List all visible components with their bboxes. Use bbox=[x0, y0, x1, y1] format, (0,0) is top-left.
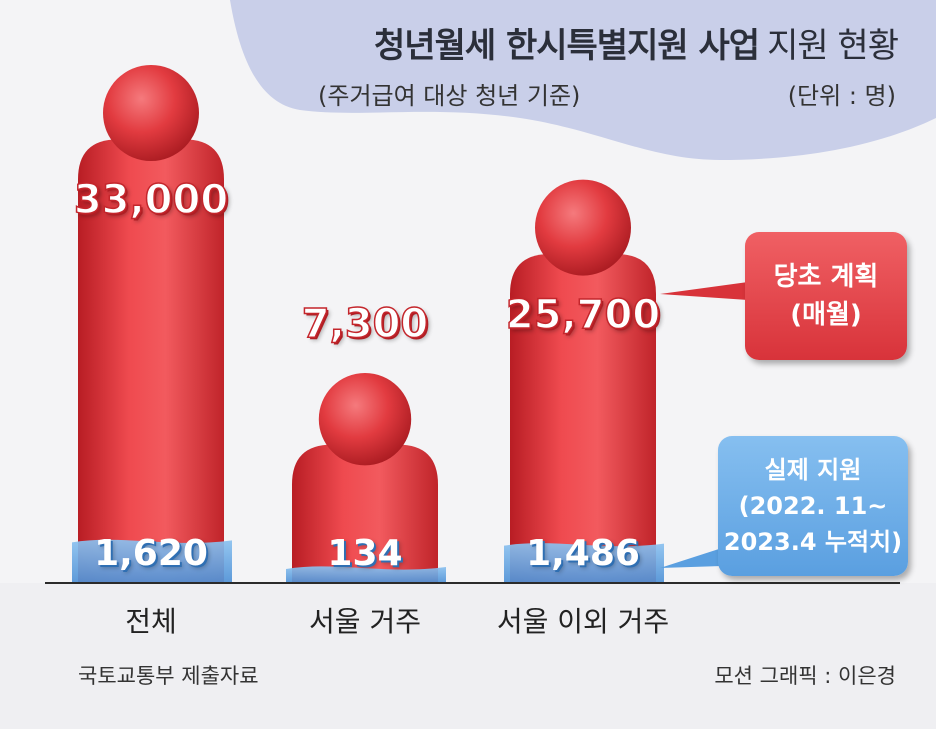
callout-pointer-actual bbox=[660, 548, 722, 568]
plan-legend-line2: (매월) bbox=[790, 300, 862, 330]
plan-bar-head bbox=[318, 373, 412, 466]
actual-bar bbox=[286, 566, 446, 583]
actual-value-label: 1,486 bbox=[526, 533, 640, 574]
plan-bar-body bbox=[78, 139, 224, 583]
actual-bar bbox=[72, 539, 232, 583]
plan-value-label: 7,300 bbox=[301, 300, 429, 348]
category-label: 서울 이외 거주 bbox=[496, 605, 670, 638]
unit-label: (단위 : 명) bbox=[787, 82, 896, 110]
callout-pointer-plan bbox=[660, 282, 748, 300]
graphic-credit: 모션 그래픽 : 이은경 bbox=[714, 664, 896, 688]
actual-value-label: 134 bbox=[327, 533, 403, 574]
title-bold: 청년월세 한시특별지원 사업 bbox=[374, 26, 760, 66]
actual-value-label: 1,620 bbox=[94, 533, 208, 574]
plan-legend-callout: 당초 계획 (매월) bbox=[745, 232, 907, 360]
source-note: 국토교통부 제출자료 bbox=[78, 664, 259, 688]
plan-legend-line1: 당초 계획 bbox=[773, 262, 879, 292]
category-label: 서울 거주 bbox=[309, 605, 421, 638]
plan-bar-body bbox=[510, 253, 656, 583]
plan-value-label: 25,700 bbox=[505, 291, 661, 339]
category-label: 전체 bbox=[125, 605, 177, 638]
title-light: 지원 현황 bbox=[767, 26, 899, 66]
plan-bar-head bbox=[103, 65, 199, 161]
actual-legend-line1: 실제 지원 bbox=[764, 456, 862, 484]
header-wave bbox=[230, 0, 936, 160]
chart-title: 청년월세 한시특별지원 사업 지원 현황 bbox=[374, 18, 899, 67]
actual-legend-callout: 실제 지원 (2022. 11~ 2023.4 누적치) bbox=[718, 436, 908, 576]
plan-bar-head bbox=[535, 179, 631, 276]
actual-legend-line3: 2023.4 누적치) bbox=[723, 528, 903, 556]
floor bbox=[0, 583, 936, 729]
actual-legend-line2: (2022. 11~ bbox=[738, 492, 888, 520]
plan-value-label: 33,000 bbox=[73, 177, 229, 225]
plan-bar-body bbox=[292, 444, 438, 583]
chart-subtitle: (주거급여 대상 청년 기준) bbox=[318, 82, 581, 110]
actual-bar bbox=[504, 543, 664, 583]
